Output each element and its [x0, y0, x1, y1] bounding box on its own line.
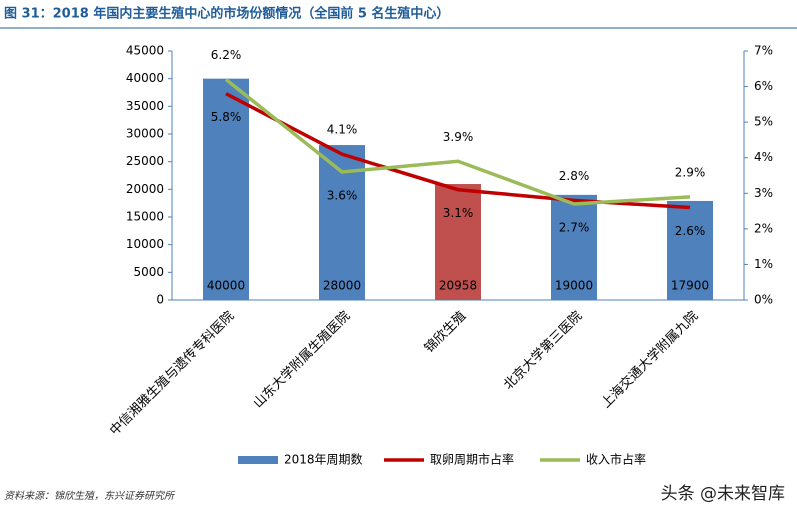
y-tick-label: 0 [156, 293, 164, 307]
y-tick-label: 45000 [126, 44, 164, 58]
line [225, 92, 691, 210]
legend-label: 收入市占率 [586, 452, 646, 467]
x-tick-label: 北京大学第三医院 [500, 308, 585, 393]
line-value-label: 3.6% [327, 188, 358, 202]
x-tick-label: 锦欣生殖 [421, 308, 469, 356]
y-tick-label: 10000 [126, 237, 164, 251]
y-tick-label: 30000 [126, 127, 164, 141]
bar [319, 145, 365, 300]
y2-tick-label: 1% [754, 257, 773, 271]
x-tick-label: 中信湘雅生殖与遗传专科医院 [106, 308, 237, 439]
line-value-label: 3.9% [443, 130, 474, 144]
line-value-label: 2.8% [559, 169, 590, 183]
source: 资料来源：锦欣生殖，东兴证券研究所 [4, 490, 176, 502]
y-tick-label: 15000 [126, 210, 164, 224]
y2-tick-label: 2% [754, 221, 773, 235]
line-value-label: 2.9% [675, 165, 706, 179]
bar [551, 194, 597, 300]
bar-value-label: 20958 [439, 279, 477, 293]
y-tick-label: 25000 [126, 154, 164, 168]
bar [435, 184, 481, 300]
bar [203, 78, 249, 301]
line-value-label: 2.6% [675, 224, 706, 238]
y-tick-label: 40000 [126, 71, 164, 85]
line-value-label: 2.7% [559, 220, 590, 234]
y-tick-label: 5000 [133, 265, 164, 279]
y-tick-label: 35000 [126, 99, 164, 113]
line-value-label: 5.8% [211, 110, 242, 124]
y2-tick-label: 4% [754, 150, 773, 164]
legend-label: 2018年周期数 [284, 452, 363, 467]
bar-value-label: 28000 [323, 279, 361, 293]
bar-value-label: 19000 [555, 279, 593, 293]
x-tick-label: 上海交通大学附属九院 [598, 308, 701, 411]
line [224, 78, 691, 206]
bar-value-label: 17900 [671, 279, 709, 293]
legend-label: 取卵周期市占率 [430, 452, 514, 467]
y2-tick-label: 6% [754, 79, 773, 93]
legend-swatch [238, 456, 278, 464]
x-tick-label: 山东大学附属生殖医院 [250, 308, 353, 411]
y2-tick-label: 5% [754, 115, 773, 129]
bar-value-label: 40000 [207, 279, 245, 293]
y2-tick-label: 3% [754, 186, 773, 200]
watermark: 头条 @未来智库 [661, 484, 785, 504]
chart-title: 图 31：2018 年国内主要生殖中心的市场份额情况（全国前 5 名生殖中心） [4, 6, 449, 22]
bar [667, 200, 713, 300]
line-value-label: 4.1% [327, 123, 358, 137]
y2-tick-label: 7% [754, 44, 773, 58]
line-value-label: 3.1% [443, 206, 474, 220]
line-value-label: 6.2% [211, 48, 242, 62]
y2-tick-label: 0% [754, 293, 773, 307]
y-tick-label: 20000 [126, 182, 164, 196]
